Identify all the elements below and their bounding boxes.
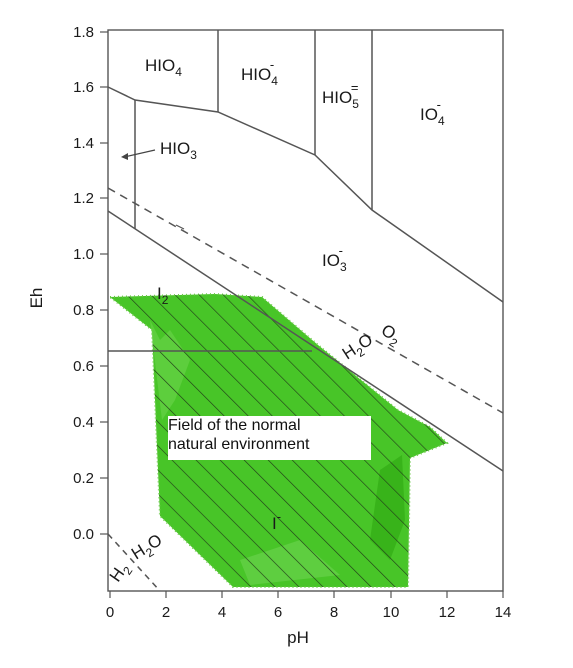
y-tick-label: 0.4 [73, 414, 94, 431]
y-tick-label: 1.8 [73, 24, 94, 41]
y-axis [100, 31, 108, 535]
y-tick-label: 1.4 [73, 135, 94, 152]
y-tick-label: 0.8 [73, 302, 94, 319]
y-tick-label: 1.0 [73, 246, 94, 263]
species-label-io3: IO3- [322, 243, 347, 274]
o2-line-label: O2 [376, 320, 405, 350]
h2o-lower-line-label: H2O [128, 530, 167, 567]
y-tick-label: 0.6 [73, 358, 94, 375]
x-axis [109, 591, 504, 598]
hio3-pointer-arrow [123, 149, 156, 158]
species-label-hio5: HIO5= [322, 80, 359, 111]
x-tick-label: 0 [106, 604, 114, 621]
species-label-hio4: HIO4 [145, 56, 182, 79]
y-tick-label: 1.2 [73, 190, 94, 207]
x-tick-label: 2 [162, 604, 170, 621]
x-tick-label: 6 [274, 604, 282, 621]
y-tick-label: 0.2 [73, 470, 94, 487]
y-tick-label: 0.0 [73, 526, 94, 543]
x-tick-label: 14 [495, 604, 512, 621]
x-tick-label: 10 [383, 604, 400, 621]
species-label-hio4-minus: HIO4- [241, 57, 278, 88]
x-tick-label: 12 [439, 604, 456, 621]
species-label-i-minus: I- [272, 509, 281, 533]
natural-environment-label: Field of the normal natural environment [168, 416, 371, 460]
x-axis-title: pH [287, 628, 309, 647]
natural-environment-label-line-1: Field of the normal [168, 417, 301, 434]
h2o-o2-boundary-line [107, 210, 504, 472]
y-axis-title: Eh [27, 288, 46, 309]
o2-dashed-line [107, 187, 504, 414]
natural-environment-label-line-2: natural environment [168, 436, 310, 453]
x-tick-label: 4 [218, 604, 226, 621]
species-label-i2: I2 [157, 284, 169, 307]
h2-line-label: H2 [106, 559, 136, 588]
y-tick-label: 1.6 [73, 79, 94, 96]
h2o-upper-line-label: H2O [339, 330, 379, 367]
stability-boundaries [107, 30, 504, 352]
h2-h2o-dashed-line [107, 533, 161, 592]
species-label-hio3: HIO3 [160, 139, 197, 162]
x-tick-label: 8 [330, 604, 338, 621]
species-label-io4: IO4- [420, 97, 445, 128]
